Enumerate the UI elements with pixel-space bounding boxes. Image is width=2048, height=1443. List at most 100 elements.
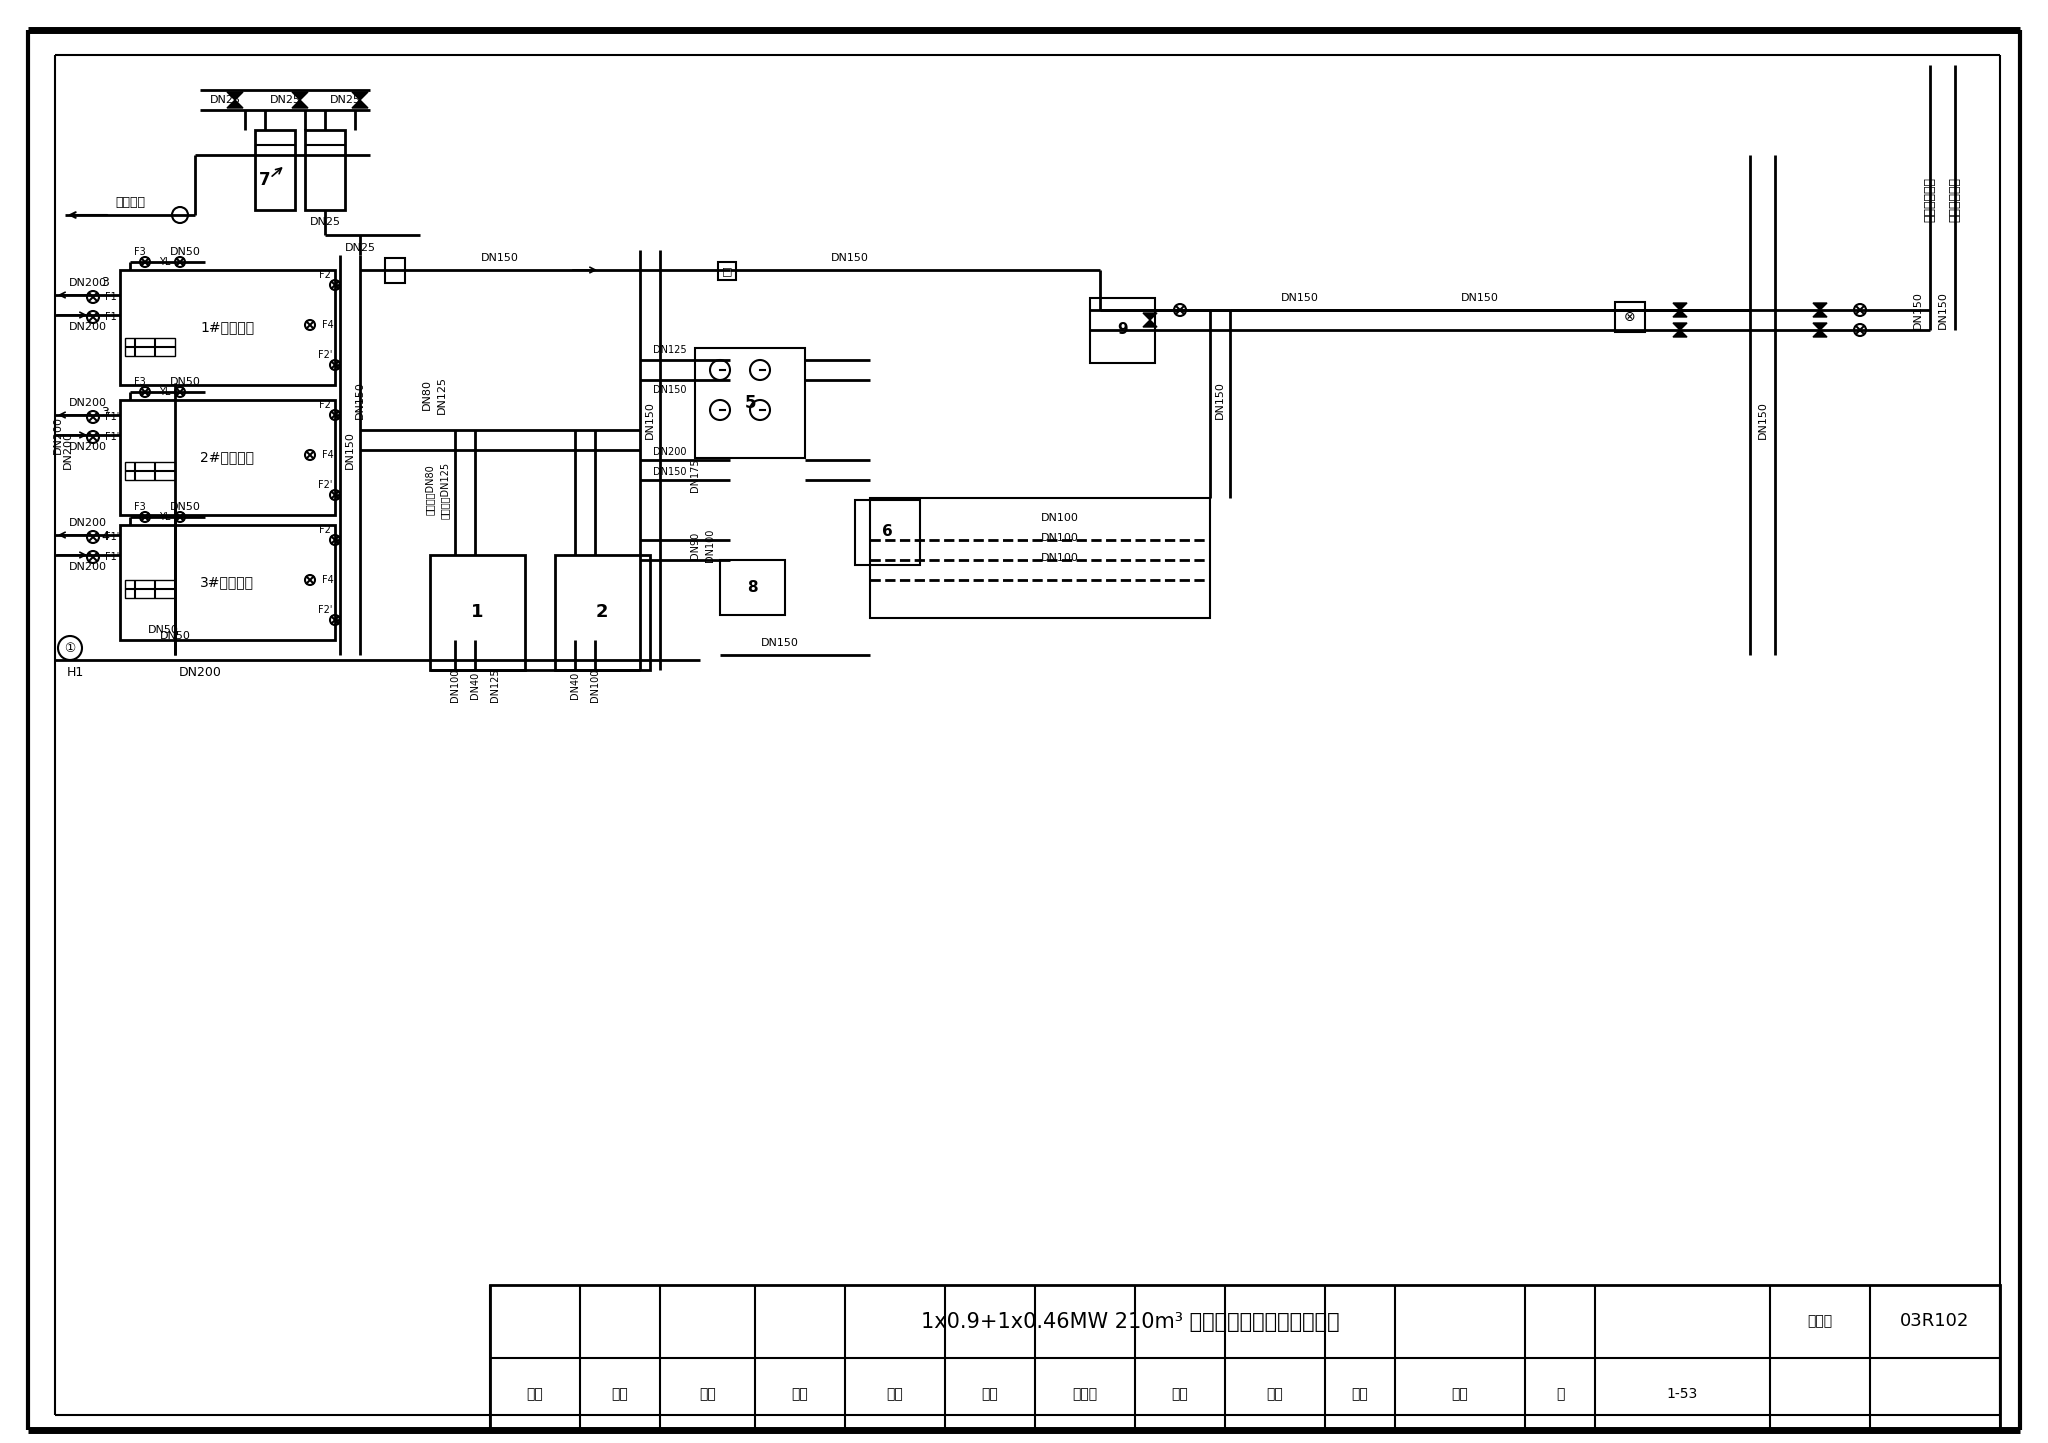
- Text: DN25: DN25: [209, 95, 240, 105]
- Text: 绘图: 绘图: [698, 1387, 717, 1401]
- Text: YL: YL: [160, 512, 170, 522]
- Text: DN200: DN200: [70, 398, 106, 408]
- Text: DN200: DN200: [653, 447, 686, 457]
- Bar: [121, 270, 336, 385]
- Text: 陈力: 陈力: [793, 1387, 809, 1401]
- Text: □: □: [721, 266, 733, 276]
- Bar: [305, 130, 344, 211]
- Text: YL: YL: [160, 257, 170, 267]
- Text: 最大允许DN125: 最大允许DN125: [440, 462, 451, 518]
- Text: DN200: DN200: [70, 322, 106, 332]
- Bar: [870, 498, 1210, 618]
- Text: DN25: DN25: [344, 242, 375, 253]
- Text: DN200: DN200: [178, 667, 221, 680]
- Polygon shape: [1812, 303, 1827, 310]
- Text: DN100: DN100: [590, 668, 600, 701]
- Text: F1': F1': [104, 413, 119, 421]
- Text: DN150: DN150: [645, 401, 655, 439]
- Text: YL: YL: [160, 387, 170, 397]
- Polygon shape: [1812, 330, 1827, 338]
- Bar: [694, 348, 805, 457]
- Text: 7: 7: [260, 172, 270, 189]
- Text: DN100: DN100: [705, 528, 715, 561]
- Text: 腾力: 腾力: [612, 1387, 629, 1401]
- Polygon shape: [227, 92, 244, 100]
- Text: DN25: DN25: [270, 95, 301, 105]
- Polygon shape: [352, 92, 369, 100]
- Text: DN50: DN50: [160, 631, 190, 641]
- Bar: [385, 258, 406, 283]
- Text: DN200: DN200: [63, 431, 74, 469]
- Polygon shape: [1812, 323, 1827, 330]
- Text: 6: 6: [881, 524, 893, 540]
- Text: DN40: DN40: [569, 671, 580, 698]
- Text: DN150: DN150: [344, 431, 354, 469]
- Text: F2': F2': [317, 481, 332, 491]
- Text: DN125: DN125: [653, 345, 686, 355]
- Text: F1'': F1'': [104, 532, 121, 543]
- Bar: [719, 263, 735, 280]
- Text: F2: F2: [319, 400, 332, 410]
- Text: 1x0.9+1x0.46MW 210m³ 蓄热式电锅炉房热力系统图: 1x0.9+1x0.46MW 210m³ 蓄热式电锅炉房热力系统图: [922, 1312, 1339, 1332]
- Text: DN100: DN100: [1040, 553, 1079, 563]
- Bar: [121, 400, 336, 515]
- Text: DN125: DN125: [436, 377, 446, 414]
- Polygon shape: [1673, 310, 1688, 317]
- Text: F1': F1': [104, 431, 119, 442]
- Text: F1'': F1'': [104, 553, 121, 561]
- Polygon shape: [227, 100, 244, 108]
- Text: 今茹: 今茹: [1452, 1387, 1468, 1401]
- Text: 最大允许DN80: 最大允许DN80: [426, 465, 434, 515]
- Text: F4: F4: [322, 320, 334, 330]
- Text: DN25: DN25: [309, 216, 340, 227]
- Text: DN150: DN150: [1214, 381, 1225, 418]
- Bar: [256, 130, 295, 211]
- Text: DN40: DN40: [469, 671, 479, 698]
- Text: 8: 8: [748, 580, 758, 595]
- Text: DN125: DN125: [489, 668, 500, 701]
- Text: F4: F4: [322, 574, 334, 584]
- Text: 2: 2: [596, 603, 608, 620]
- Polygon shape: [1143, 320, 1157, 328]
- Text: 接自来水: 接自来水: [115, 196, 145, 209]
- Text: H1: H1: [66, 667, 84, 680]
- Text: 标准化: 标准化: [1073, 1387, 1098, 1401]
- Text: 3#蓄热水箱: 3#蓄热水箱: [201, 574, 254, 589]
- Text: 5: 5: [743, 394, 756, 413]
- Text: 9: 9: [1118, 322, 1128, 338]
- Text: 4: 4: [100, 531, 109, 544]
- Text: DN100: DN100: [1040, 532, 1079, 543]
- Text: DN150: DN150: [831, 253, 868, 263]
- Polygon shape: [1673, 323, 1688, 330]
- Text: 宋轧: 宋轧: [1171, 1387, 1188, 1401]
- Text: DN150: DN150: [1913, 291, 1923, 329]
- Text: 接采暖回水管: 接采暖回水管: [1923, 177, 1937, 222]
- Text: 3: 3: [100, 276, 109, 289]
- Text: DN150: DN150: [762, 638, 799, 648]
- Text: DN150: DN150: [1937, 291, 1948, 329]
- Text: F3: F3: [133, 502, 145, 512]
- Text: DN175: DN175: [690, 459, 700, 492]
- Text: DN80: DN80: [422, 380, 432, 410]
- Polygon shape: [293, 92, 307, 100]
- Bar: [555, 556, 649, 670]
- Text: DN200: DN200: [70, 561, 106, 571]
- Bar: [125, 462, 174, 481]
- Text: 03R102: 03R102: [1901, 1313, 1970, 1330]
- Text: 1: 1: [471, 603, 483, 620]
- Bar: [1616, 302, 1645, 332]
- Bar: [125, 338, 174, 356]
- Text: 页: 页: [1556, 1387, 1565, 1401]
- Bar: [854, 501, 920, 566]
- Text: 接采暖供水管: 接采暖供水管: [1948, 177, 1962, 222]
- Text: 2#蓄热水箱: 2#蓄热水箱: [201, 450, 254, 465]
- Text: F2: F2: [319, 525, 332, 535]
- Bar: [121, 525, 336, 641]
- Polygon shape: [1143, 313, 1157, 320]
- Text: 审核: 审核: [526, 1387, 543, 1401]
- Text: 1-53: 1-53: [1667, 1387, 1698, 1401]
- Text: DN150: DN150: [653, 468, 686, 478]
- Text: DN50: DN50: [170, 247, 201, 257]
- Text: DN150: DN150: [1282, 293, 1319, 303]
- Text: DN200: DN200: [70, 442, 106, 452]
